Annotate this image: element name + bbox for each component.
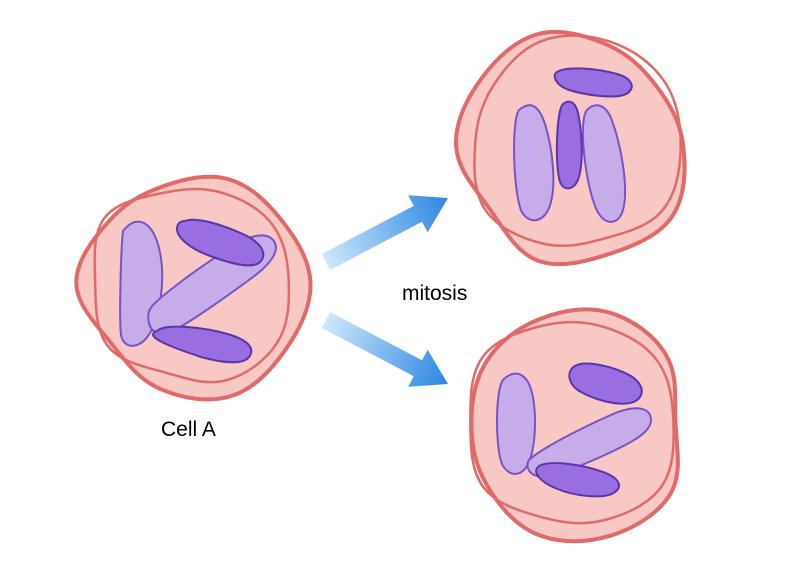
- daughter-cell-top-chrom-dark-1: [557, 102, 582, 189]
- process-label: mitosis: [402, 282, 467, 306]
- parent-cell: [76, 177, 310, 400]
- arrow-bottom: [316, 301, 458, 402]
- daughter-cell-bottom: [470, 309, 678, 541]
- mitosis-diagram: [0, 0, 800, 565]
- arrow-top: [316, 179, 458, 280]
- diagram-container: Cell A mitosis: [0, 0, 800, 565]
- daughter-cell-top: [456, 32, 685, 264]
- cell-a-label: Cell A: [161, 418, 216, 442]
